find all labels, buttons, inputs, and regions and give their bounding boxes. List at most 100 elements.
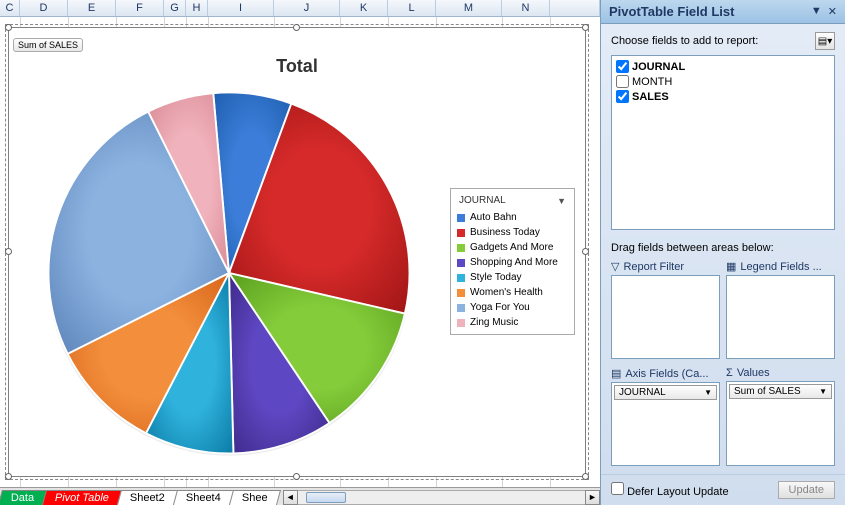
funnel-icon: ▽ [611, 260, 619, 273]
axis-fields-area[interactable]: ▤ Axis Fields (Ca... JOURNAL▼ [611, 365, 720, 466]
values-area[interactable]: Σ Values Sum of SALES▼ [726, 365, 835, 466]
scroll-right-icon[interactable]: ► [585, 490, 600, 505]
legend-label: Style Today [470, 272, 522, 283]
legend-item[interactable]: Zing Music [457, 315, 568, 330]
dropdown-icon[interactable]: ▼ [704, 388, 712, 397]
resize-handle[interactable] [293, 24, 300, 31]
field-checkbox[interactable] [616, 90, 629, 103]
legend-item[interactable]: Gadgets And More [457, 240, 568, 255]
legend-label: Gadgets And More [470, 242, 553, 253]
panel-title-bar[interactable]: PivotTable Field List ▼ ✕ [601, 0, 845, 24]
sheet-tab[interactable]: Sheet2 [117, 490, 178, 505]
column-header[interactable]: M [436, 0, 502, 16]
pivottable-field-list-panel: PivotTable Field List ▼ ✕ Choose fields … [600, 0, 845, 505]
resize-handle[interactable] [5, 473, 12, 480]
column-header[interactable] [550, 0, 600, 16]
sheet-tab[interactable]: Shee [229, 490, 281, 505]
legend-label: Auto Bahn [470, 212, 517, 223]
legend-item[interactable]: Women's Health [457, 285, 568, 300]
legend-swatch [457, 319, 465, 327]
area-label: Axis Fields (Ca... [625, 368, 708, 380]
legend-fields-area[interactable]: ▦Legend Fields ... [726, 258, 835, 359]
dropdown-icon[interactable]: ▼ [557, 196, 566, 206]
column-header[interactable]: L [388, 0, 436, 16]
close-icon[interactable]: ✕ [828, 5, 837, 18]
column-header[interactable]: K [340, 0, 388, 16]
scroll-thumb[interactable] [306, 492, 346, 503]
legend-label: Shopping And More [470, 257, 558, 268]
field-row[interactable]: SALES [615, 89, 831, 104]
legend-swatch [457, 244, 465, 252]
field-checkbox[interactable] [616, 75, 629, 88]
chart-field-tag[interactable]: Sum of SALES [13, 38, 83, 52]
legend-item[interactable]: Shopping And More [457, 255, 568, 270]
panel-title: PivotTable Field List [609, 4, 734, 19]
area-label: Values [737, 367, 770, 379]
column-header[interactable]: N [502, 0, 550, 16]
resize-handle[interactable] [582, 473, 589, 480]
sheet-tab[interactable]: Sheet4 [173, 490, 234, 505]
legend-header[interactable]: JOURNAL ▼ [457, 193, 568, 210]
column-header[interactable]: D [20, 0, 68, 16]
sigma-icon: Σ [726, 367, 733, 379]
fields-prompt: Choose fields to add to report: [611, 35, 758, 47]
legend-item[interactable]: Auto Bahn [457, 210, 568, 225]
legend-swatch [457, 274, 465, 282]
resize-handle[interactable] [5, 248, 12, 255]
field-pill-journal[interactable]: JOURNAL▼ [614, 385, 717, 400]
legend-label: Yoga For You [470, 302, 530, 313]
chart-title: Total [9, 56, 585, 77]
column-header[interactable]: C [0, 0, 20, 16]
scroll-left-icon[interactable]: ◄ [283, 490, 298, 505]
column-header[interactable]: G [164, 0, 186, 16]
defer-update-checkbox[interactable]: Defer Layout Update [611, 482, 729, 498]
field-row[interactable]: MONTH [615, 74, 831, 89]
layout-options-button[interactable]: ▤▾ [815, 32, 835, 50]
legend-swatch [457, 229, 465, 237]
column-header[interactable]: J [274, 0, 340, 16]
legend-swatch [457, 289, 465, 297]
field-list[interactable]: JOURNAL MONTH SALES [611, 55, 835, 230]
axis-icon: ▤ [611, 367, 621, 380]
legend-title: JOURNAL [459, 195, 506, 206]
column-header[interactable]: I [208, 0, 274, 16]
panel-menu-icon[interactable]: ▼ [811, 5, 822, 18]
area-label: Legend Fields ... [740, 261, 821, 273]
legend-item[interactable]: Style Today [457, 270, 568, 285]
scroll-track[interactable] [298, 490, 585, 505]
field-pill-sales[interactable]: Sum of SALES▼ [729, 384, 832, 399]
resize-handle[interactable] [582, 248, 589, 255]
column-header[interactable]: H [186, 0, 208, 16]
report-filter-area[interactable]: ▽Report Filter [611, 258, 720, 359]
sheet-tab[interactable]: Pivot Table [42, 490, 122, 505]
legend-swatch [457, 304, 465, 312]
dropdown-icon[interactable]: ▼ [819, 387, 827, 396]
sheet-tab-bar: DataPivot TableSheet2Sheet4Shee ◄ ► [0, 487, 600, 505]
field-label: SALES [632, 91, 669, 103]
horizontal-scrollbar[interactable]: ◄ ► [283, 490, 600, 505]
legend-item[interactable]: Business Today [457, 225, 568, 240]
legend-item[interactable]: Yoga For You [457, 300, 568, 315]
resize-handle[interactable] [582, 24, 589, 31]
areas-prompt: Drag fields between areas below: [611, 242, 835, 254]
field-row[interactable]: JOURNAL [615, 59, 831, 74]
pivot-chart-object[interactable]: Sum of SALES Total JOURNAL ▼ Auto Bahn Bu… [8, 27, 586, 477]
resize-handle[interactable] [5, 24, 12, 31]
sheet-tab[interactable]: Data [0, 490, 47, 505]
field-label: JOURNAL [632, 61, 685, 73]
legend-label: Business Today [470, 227, 540, 238]
update-button[interactable]: Update [778, 481, 835, 499]
worksheet-area: CDEFGHIJKLMN Sum of SALES Total JOURNAL … [0, 0, 600, 505]
legend-swatch [457, 259, 465, 267]
field-checkbox[interactable] [616, 60, 629, 73]
field-label: MONTH [632, 76, 672, 88]
column-headers: CDEFGHIJKLMN [0, 0, 600, 17]
legend-label: Women's Health [470, 287, 543, 298]
column-header[interactable]: E [68, 0, 116, 16]
legend-swatch [457, 214, 465, 222]
chart-legend[interactable]: JOURNAL ▼ Auto Bahn Business Today Gadgets… [450, 188, 575, 335]
resize-handle[interactable] [293, 473, 300, 480]
column-header[interactable]: F [116, 0, 164, 16]
pie-chart [39, 83, 419, 463]
legend-label: Zing Music [470, 317, 518, 328]
